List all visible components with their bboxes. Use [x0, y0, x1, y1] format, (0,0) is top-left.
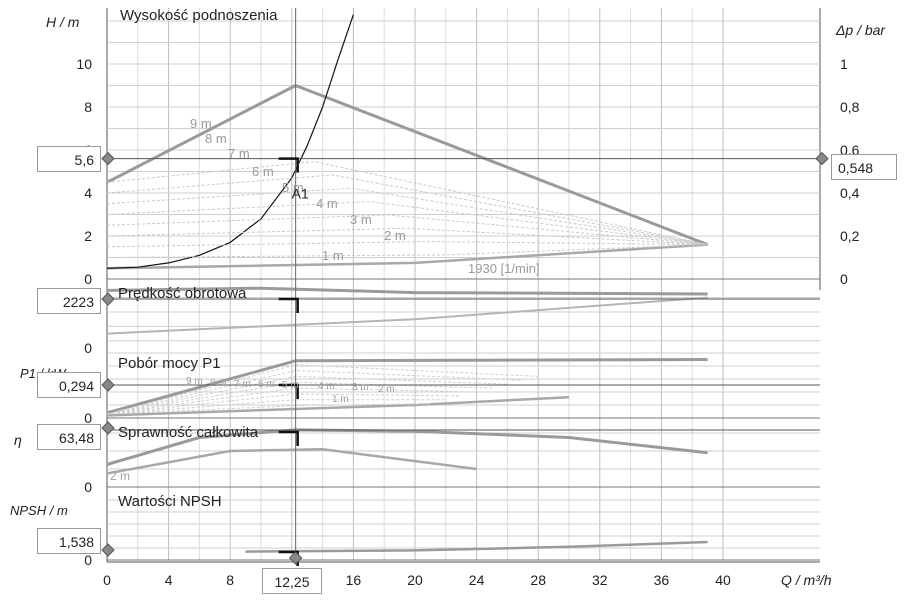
power-curve-label: 7 m: [234, 379, 251, 390]
pressure-y-tick-label: 0,8: [840, 99, 860, 115]
head-curve-label: 7 m: [228, 146, 250, 161]
power-curve-label: 4 m: [318, 381, 335, 392]
head-curve-label: 6 m: [252, 164, 274, 179]
x-axis-label: Q / m³/h: [781, 572, 832, 588]
power-curve-label: 1 m: [332, 394, 349, 405]
speed-lower-line: [106, 296, 708, 335]
power-intermediate-curve: [106, 393, 462, 415]
head-curve-label: 1 m: [322, 248, 344, 263]
x-tick-label: 40: [715, 572, 731, 588]
x-tick-label: 4: [165, 572, 173, 588]
flow-value-box[interactable]: 12,25: [262, 568, 322, 594]
head-intermediate-curve: [106, 187, 708, 246]
speed-upper-line: [106, 286, 708, 296]
pressure-y-tick-label: 0: [840, 271, 848, 287]
flow-axis-diamond: [288, 551, 303, 565]
eff-max-curve-line: [106, 428, 708, 466]
head-y-tick-label: 8: [84, 99, 92, 115]
x-tick-label: 8: [226, 572, 234, 588]
head-curve-label: 9 m: [190, 116, 212, 131]
head-y-tick-label: 10: [76, 56, 92, 72]
x-tick-label: 28: [530, 572, 546, 588]
head-operating-marker: [278, 157, 299, 173]
head-min-curve-line: [106, 243, 708, 270]
efficiency-axis-diamond: [101, 421, 115, 435]
power-zero-tick: 0: [84, 410, 92, 426]
speed-operating-marker: [278, 297, 299, 313]
chart-marks: [101, 8, 829, 566]
npsh-y-axis-label: NPSH / m: [10, 503, 68, 518]
head-curve-label: 4 m: [316, 196, 338, 211]
head-intermediate-curve: [106, 161, 708, 246]
head-curve-label: 8 m: [205, 131, 227, 146]
power-curve-label: 3 m: [352, 382, 369, 393]
efficiency-value-box[interactable]: 63,48: [37, 424, 101, 450]
eff-operating-marker: [278, 430, 299, 446]
efficiency-y-axis-label: η: [14, 432, 22, 448]
head-curve-label: 3 m: [350, 212, 372, 227]
chart-curves: [106, 14, 709, 553]
x-tick-label: 32: [592, 572, 608, 588]
head-intermediate-curve: [106, 227, 708, 246]
head-max-curve-line: [106, 84, 709, 246]
power-curve-label: 5 m: [282, 380, 299, 391]
speed-panel-title: Prędkość obrotowa: [118, 285, 247, 302]
head-intermediate-curve: [106, 174, 708, 246]
head-intermediate-curve: [106, 241, 708, 248]
head-curve-label: 2 m: [384, 228, 406, 243]
power-intermediate-curve: [106, 370, 523, 415]
eff-zero-tick: 0: [84, 479, 92, 495]
head-panel-title: Wysokość podnoszenia: [120, 7, 278, 24]
power-curve-label: 8 m: [210, 378, 227, 389]
power-curve-label: 2 m: [378, 384, 395, 395]
head-y-axis-label: H / m: [46, 14, 80, 30]
efficiency-curve-label: 2 m: [110, 469, 130, 483]
x-tick-label: 36: [654, 572, 670, 588]
pressure-y-axis-label: Δp / bar: [835, 22, 886, 38]
pressure-axis-diamond: [815, 151, 829, 166]
power-intermediate-curve: [106, 403, 431, 415]
chart-grid: [106, 8, 821, 563]
pressure-value-box[interactable]: 0,548: [831, 154, 897, 180]
npsh-npsh-line: [245, 540, 708, 553]
power-operating-marker: [278, 383, 299, 399]
power-axis-diamond: [101, 378, 115, 392]
head-value-box[interactable]: 5,6: [37, 146, 101, 172]
head-y-tick-label: 4: [84, 185, 92, 201]
power-min-curve-line: [106, 395, 570, 417]
speed-value-box[interactable]: 2223: [37, 288, 101, 314]
head-y-tick-label: 0: [84, 271, 92, 287]
head-system-curve-line: [106, 14, 354, 269]
x-tick-label: 20: [407, 572, 423, 588]
head-y-tick-label: 2: [84, 228, 92, 244]
speed-axis-diamond: [101, 292, 115, 306]
power-panel-title: Pobór mocy P1: [118, 355, 221, 372]
head-intermediate-curve: [106, 214, 708, 246]
head-curve-label: 1930 [1/min]: [468, 261, 540, 276]
npsh-axis-diamond: [101, 543, 115, 557]
eff-panel-title: Sprawność całkowita: [118, 424, 259, 441]
power-curve-label: 6 m: [258, 379, 275, 390]
head-axis-diamond: [101, 151, 115, 166]
power-value-box[interactable]: 0,294: [37, 372, 101, 398]
head-intermediate-curve: [106, 201, 708, 246]
x-tick-label: 24: [469, 572, 485, 588]
speed-zero-tick: 0: [84, 340, 92, 356]
head-curve-label: 5 m: [282, 180, 304, 195]
x-tick-label: 0: [103, 572, 111, 588]
npsh-zero-tick: 0: [84, 552, 92, 568]
head-intermediate-curve: [106, 244, 708, 258]
x-tick-label: 16: [346, 572, 362, 588]
npsh-panel-title: Wartości NPSH: [118, 493, 222, 510]
npsh-value-box[interactable]: 1,538: [37, 528, 101, 554]
pressure-y-tick-label: 0,2: [840, 228, 860, 244]
eff-min-curve-line: [106, 447, 477, 475]
pressure-y-tick-label: 1: [840, 56, 848, 72]
power-curve-label: 9 m: [186, 376, 203, 387]
pressure-y-tick-label: 0,4: [840, 185, 860, 201]
operating-point-label: A1: [292, 186, 309, 202]
